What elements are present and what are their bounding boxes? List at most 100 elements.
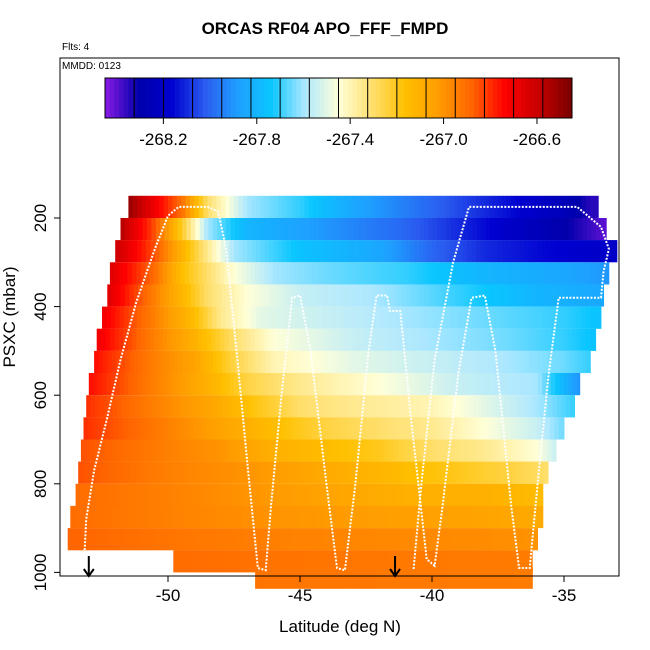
heatmap-cell-12-34 (227, 461, 233, 484)
heatmap-cell-13-95 (493, 483, 499, 506)
heatmap-cell-7-67 (388, 350, 394, 374)
heatmap-cell-3-18 (189, 262, 194, 285)
heatmap-cell-5-38 (269, 306, 274, 329)
heatmap-cell-3-5 (131, 262, 137, 285)
heatmap-cell-5-60 (366, 306, 371, 329)
colorbar-segment-55 (361, 78, 367, 118)
heatmap-cell-17-13 (312, 566, 318, 589)
heatmap-cell-10-41 (263, 417, 269, 440)
colorbar-segment-60 (385, 78, 391, 118)
heatmap-cell-14-96 (492, 505, 498, 529)
heatmap-cell-7-3 (107, 350, 113, 374)
heatmap-cell-4-51 (331, 284, 337, 307)
heatmap-cell-13-45 (273, 483, 279, 506)
heatmap-cell-4-19 (190, 284, 196, 307)
heatmap-cell-5-107 (572, 306, 578, 329)
heatmap-cell-6-66 (387, 328, 392, 351)
heatmap-cell-2-70 (423, 240, 428, 263)
heatmap-cell-16-17 (248, 550, 253, 573)
heatmap-cell-14-21 (162, 505, 168, 529)
heatmap-cell-0-49 (344, 195, 349, 218)
heatmap-cell-2-46 (317, 240, 323, 263)
heatmap-cell-11-74 (406, 439, 412, 462)
heatmap-cell-5-98 (533, 306, 538, 329)
heatmap-cell-16-21 (265, 550, 271, 573)
heatmap-cell-1-36 (278, 218, 284, 241)
heatmap-cell-10-12 (136, 417, 142, 440)
heatmap-cell-7-48 (305, 350, 311, 374)
heatmap-cell-13-68 (374, 483, 380, 506)
heatmap-cell-7-108 (569, 350, 575, 374)
heatmap-cell-15-37 (230, 528, 236, 551)
heatmap-cell-13-39 (247, 483, 252, 506)
heatmap-cell-4-106 (573, 284, 579, 307)
heatmap-cell-8-39 (260, 373, 266, 396)
heatmap-cell-10-90 (479, 417, 485, 440)
heatmap-cell-17-18 (334, 566, 340, 589)
heatmap-cell-13-23 (176, 483, 182, 506)
colorbar-segment-11 (156, 78, 162, 118)
heatmap-cell-5-37 (264, 306, 270, 329)
heatmap-cell-13-101 (520, 483, 525, 506)
heatmap-cell-2-91 (515, 240, 521, 263)
x-tick-label-1: -45 (288, 586, 313, 605)
heatmap-cell-14-86 (448, 505, 454, 529)
heatmap-cell-16-27 (292, 550, 297, 573)
colorbar-segment-99 (567, 78, 573, 118)
heatmap-cell-13-5 (97, 483, 103, 506)
heatmap-cell-8-7 (119, 373, 125, 396)
heatmap-cell-3-3 (123, 262, 128, 285)
heatmap-cell-6-17 (171, 328, 177, 351)
heatmap-cell-1-52 (349, 218, 355, 241)
heatmap-cell-15-100 (507, 528, 513, 551)
heatmap-cell-3-17 (184, 262, 190, 285)
heatmap-cell-10-79 (431, 417, 436, 440)
heatmap-cell-3-86 (488, 262, 494, 285)
colorbar-segment-21 (203, 78, 209, 118)
heatmap-cell-14-94 (483, 505, 489, 529)
heatmap-cell-8-43 (278, 373, 283, 396)
colorbar-tick-label-2: -267.4 (326, 130, 374, 149)
colorbar-segment-96 (553, 78, 559, 118)
heatmap-cell-12-66 (368, 461, 374, 484)
heatmap-cell-10-47 (290, 417, 296, 440)
heatmap-cell-10-59 (343, 417, 348, 440)
heatmap-cell-14-102 (519, 505, 524, 529)
heatmap-cell-16-35 (327, 550, 333, 573)
heatmap-cell-3-83 (475, 262, 480, 285)
heatmap-cell-14-17 (145, 505, 150, 529)
heatmap-cell-8-106 (555, 373, 560, 396)
heatmap-cell-16-3 (186, 550, 192, 573)
heatmap-cell-2-55 (357, 240, 362, 263)
heatmap-cell-11-15 (146, 439, 152, 462)
heatmap-cell-10-25 (193, 417, 199, 440)
heatmap-cell-11-104 (538, 439, 544, 462)
heatmap-cell-1-32 (261, 218, 267, 241)
heatmap-cell-2-67 (410, 240, 415, 263)
heatmap-cell-3-103 (563, 262, 568, 285)
heatmap-cell-6-27 (215, 328, 221, 351)
heatmap-cell-10-102 (532, 417, 538, 440)
heatmap-cell-5-109 (581, 306, 587, 329)
heatmap-cell-11-73 (402, 439, 407, 462)
heatmap-cell-15-82 (428, 528, 434, 551)
heatmap-cell-11-97 (507, 439, 513, 462)
heatmap-cell-15-19 (151, 528, 157, 551)
heatmap-cell-12-102 (527, 461, 532, 484)
heatmap-cell-5-41 (282, 306, 288, 329)
heatmap-cell-8-80 (440, 373, 446, 396)
heatmap-cell-14-97 (497, 505, 502, 529)
heatmap-cell-14-99 (505, 505, 511, 529)
colorbar: -268.2 -267.8 -267.4 -267.0 -266.6 (104, 77, 573, 149)
heatmap-cell-12-104 (535, 461, 541, 484)
heatmap-cell-15-70 (375, 528, 381, 551)
heatmap-cell-6-89 (488, 328, 494, 351)
heatmap-cell-1-66 (410, 218, 416, 241)
heatmap-cell-11-28 (204, 439, 209, 462)
heatmap-cell-8-77 (427, 373, 433, 396)
heatmap-cell-3-33 (255, 262, 260, 285)
heatmap-cell-14-77 (409, 505, 414, 529)
heatmap-cell-7-101 (538, 350, 544, 374)
heatmap-cell-1-68 (419, 218, 425, 241)
x-tick-label-3: -35 (552, 586, 577, 605)
